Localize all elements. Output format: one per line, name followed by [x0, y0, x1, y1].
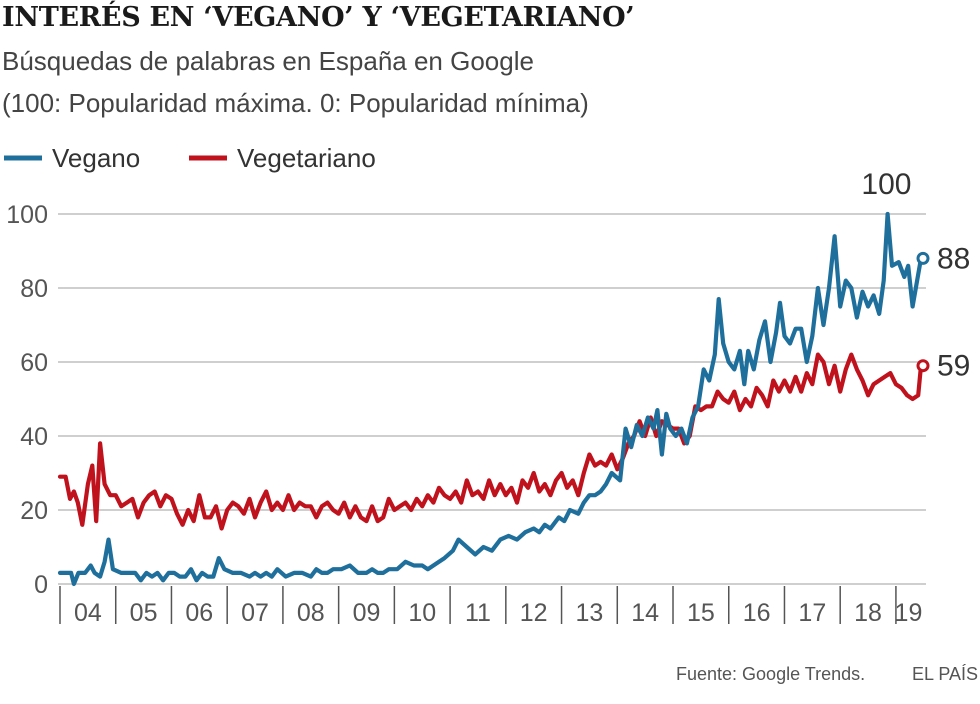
x-tick-label: 19: [895, 599, 923, 627]
legend-label-vegetariano: Vegetariano: [237, 143, 376, 173]
x-tick-label: 09: [353, 599, 381, 627]
value-annotations: 100 88 59: [861, 168, 970, 383]
publisher-credit: EL PAÍS: [912, 664, 979, 684]
x-tick-label: 16: [743, 599, 771, 627]
annotation-100: 100: [861, 168, 911, 201]
x-tick-label: 17: [798, 599, 826, 627]
x-tick-label: 11: [465, 599, 491, 627]
chart-title: INTERÉS EN ‘VEGANO’ Y ‘VEGETARIANO’: [2, 2, 635, 33]
legend-label-vegano: Vegano: [52, 143, 140, 173]
x-tick-label: 15: [687, 599, 715, 627]
y-tick-label: 100: [6, 201, 48, 229]
x-tick-label: 06: [185, 599, 213, 627]
x-tick-label: 12: [520, 599, 548, 627]
end-marker-vegetariano: [916, 359, 930, 373]
end-markers: [916, 251, 930, 373]
y-tick-label: 20: [20, 497, 48, 525]
annotation-59: 59: [937, 350, 970, 383]
x-tick-label: 05: [130, 599, 158, 627]
y-tick-label: 0: [34, 571, 48, 599]
axis-labels: 0 20 40 60 80 100 04 05 06 07 08 09 10 11 12 13 14 15 16 17…: [6, 201, 922, 627]
chart-subtitle: Búsquedas de palabras en España en Googl…: [2, 46, 534, 76]
y-tick-label: 40: [20, 423, 48, 451]
x-tick-label: 08: [297, 599, 325, 627]
series-line-vegetariano: [57, 352, 924, 531]
series-lines: [57, 211, 924, 587]
end-marker-vegano: [916, 251, 930, 265]
x-tick-label: 18: [854, 599, 882, 627]
x-tick-label: 13: [576, 599, 604, 627]
x-tick-label: 04: [74, 599, 102, 627]
series-line-vegano: [57, 211, 924, 587]
legend: Vegano Vegetariano: [4, 143, 376, 173]
source-note: Fuente: Google Trends.: [676, 664, 866, 684]
grid-lines: [58, 213, 926, 624]
y-tick-label: 60: [20, 349, 48, 377]
x-tick-label: 07: [241, 599, 269, 627]
y-tick-label: 80: [20, 275, 48, 303]
x-tick-label: 10: [408, 599, 436, 627]
chart-scale-note: (100: Popularidad máxima. 0: Popularidad…: [2, 88, 589, 118]
x-tick-label: 14: [631, 599, 659, 627]
annotation-88: 88: [937, 242, 970, 275]
